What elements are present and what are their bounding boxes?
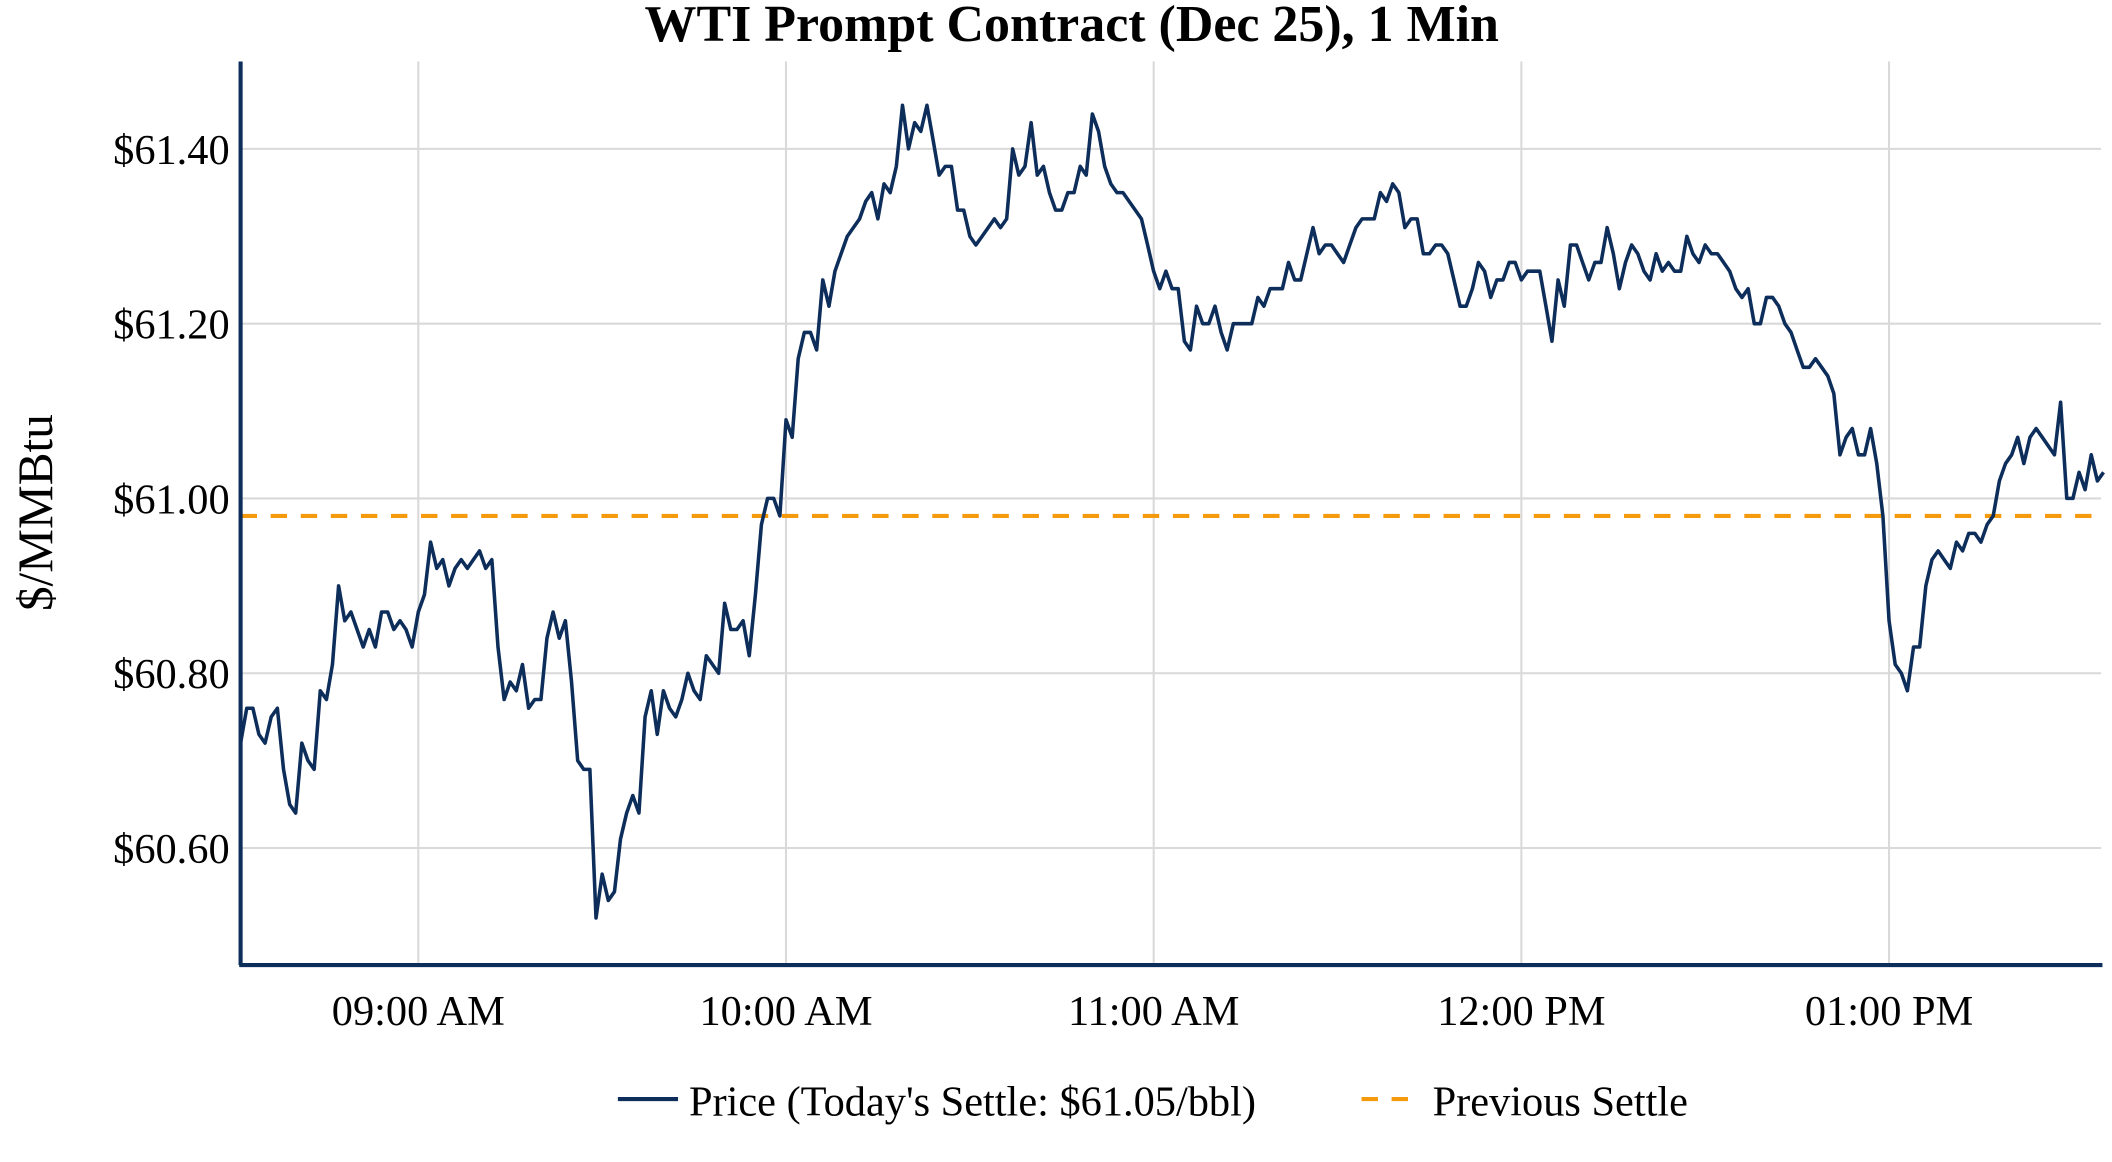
y-tick-label: $60.60 bbox=[113, 826, 229, 873]
x-tick-label: 11:00 AM bbox=[1068, 988, 1239, 1035]
gridlines bbox=[240, 61, 2102, 966]
legend: Price (Today's Settle: $61.05/bbl) Previ… bbox=[617, 1078, 1688, 1125]
y-tick-label: $61.00 bbox=[113, 476, 229, 523]
x-tick-label: 01:00 PM bbox=[1805, 988, 1973, 1035]
y-axis-label: $/MMBtu bbox=[8, 414, 63, 611]
x-tick-label: 09:00 AM bbox=[332, 988, 505, 1035]
legend-previous-settle-label: Previous Settle bbox=[1433, 1078, 1688, 1125]
y-tick-label: $60.80 bbox=[113, 651, 229, 698]
x-tick-labels: 09:00 AM 10:00 AM 11:00 AM 12:00 PM 01:00 PM bbox=[332, 988, 1973, 1035]
y-tick-labels: $60.60 $60.80 $61.00 $61.20 $61.40 bbox=[113, 127, 229, 873]
y-tick-label: $61.20 bbox=[113, 302, 229, 349]
y-tick-label: $61.40 bbox=[113, 127, 229, 174]
chart-title: WTI Prompt Contract (Dec 25), 1 Min bbox=[645, 0, 1500, 53]
price-series-line bbox=[238, 103, 2105, 920]
x-tick-label: 12:00 PM bbox=[1437, 988, 1605, 1035]
x-tick-label: 10:00 AM bbox=[699, 988, 872, 1035]
legend-price-label: Price (Today's Settle: $61.05/bbl) bbox=[689, 1078, 1256, 1125]
